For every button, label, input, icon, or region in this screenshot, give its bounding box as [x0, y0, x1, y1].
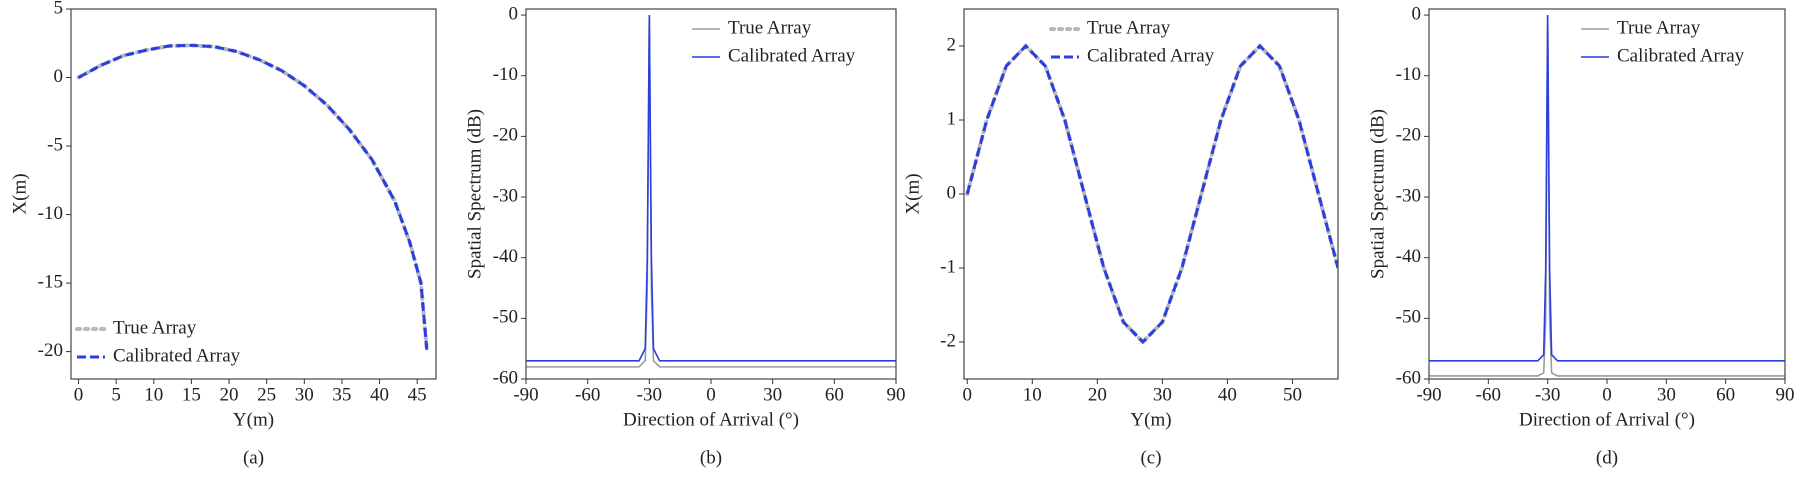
y-tick-label: -5: [47, 134, 63, 155]
series-line: [526, 15, 896, 368]
legend: True Array Calibrated Array: [692, 17, 856, 66]
x-tick-label: 5: [111, 384, 121, 405]
x-tick-label: -30: [637, 384, 662, 405]
axes-frame: [70, 8, 437, 380]
plot-area: [76, 43, 429, 354]
panel-caption: (d): [1596, 447, 1618, 468]
y-tick-label: -15: [38, 271, 63, 292]
legend-label: True Array: [1087, 17, 1171, 38]
plot-area: [1429, 15, 1785, 377]
x-tick-label: 40: [1218, 384, 1237, 405]
x-tick-label: -60: [575, 384, 600, 405]
y-tick-label: 5: [54, 0, 64, 18]
plot-area: [526, 15, 896, 368]
y-axis-label: X(m): [9, 173, 30, 214]
panel: -90 -60 -30 0 30 60 90-60-50-40-30-20-100Direc…: [464, 3, 905, 468]
y-tick-label: -20: [1396, 125, 1421, 146]
x-tick-label: -30: [1535, 384, 1560, 405]
panel: 0 10 20 30 40 50 -2 -1 0 1 2 Y(m) X(m) (c) True Array C…: [902, 8, 1339, 468]
x-tick-label: 90: [887, 384, 906, 405]
y-axis-label: Spatial Spectrum (dB): [464, 109, 485, 279]
x-axis-label: Y(m): [1130, 409, 1171, 430]
x-tick-label: 30: [1153, 384, 1172, 405]
x-axis-label: Direction of Arrival (°): [1519, 409, 1695, 430]
x-tick-label: 0: [74, 384, 84, 405]
x-tick-label: 60: [1716, 384, 1735, 405]
y-tick-label: -30: [1396, 185, 1421, 206]
y-tick-label: -20: [493, 125, 518, 146]
y-tick-label: -1: [940, 256, 956, 277]
panel-caption: (b): [700, 447, 722, 468]
legend-label: Calibrated Array: [1617, 45, 1745, 66]
x-tick-label: -90: [1416, 384, 1441, 405]
x-tick-label: 0: [1602, 384, 1612, 405]
x-tick-label: 20: [1088, 384, 1107, 405]
legend-label: True Array: [113, 317, 197, 338]
legend-label: Calibrated Array: [113, 345, 241, 366]
panel-caption: (a): [243, 447, 264, 468]
y-axis-label: Spatial Spectrum (dB): [1367, 109, 1388, 279]
x-tick-label: 30: [1657, 384, 1676, 405]
x-axis-label: Y(m): [233, 409, 274, 430]
series-line: [1429, 15, 1785, 377]
x-tick-label: 10: [144, 384, 163, 405]
series-line: [76, 43, 429, 354]
y-tick-label: -2: [940, 330, 956, 351]
y-tick-label: 1: [947, 108, 957, 129]
x-tick-label: 10: [1023, 384, 1042, 405]
y-tick-label: -50: [493, 307, 518, 328]
panel: -90 -60 -30 0 30 60 90-60-50-40-30-20-100Direc…: [1367, 3, 1794, 468]
y-tick-label: -10: [493, 64, 518, 85]
y-tick-label: -40: [493, 246, 518, 267]
x-tick-label: 25: [257, 384, 276, 405]
legend: True Array Calibrated Array: [75, 317, 241, 366]
x-tick-label: 35: [332, 384, 351, 405]
y-tick-label: -60: [493, 367, 518, 388]
y-tick-label: 0: [1412, 3, 1422, 24]
x-tick-label: 15: [182, 384, 201, 405]
x-tick-label: -60: [1476, 384, 1501, 405]
x-tick-label: 20: [220, 384, 239, 405]
y-tick-label: -10: [1396, 64, 1421, 85]
y-tick-label: 0: [509, 3, 519, 24]
y-tick-label: -40: [1396, 246, 1421, 267]
y-tick-label: -30: [493, 185, 518, 206]
plot-area: [965, 43, 1338, 345]
x-tick-label: 30: [763, 384, 782, 405]
y-tick-label: -20: [38, 340, 63, 361]
y-tick-label: 0: [54, 66, 64, 87]
x-tick-label: 45: [408, 384, 427, 405]
legend-label: True Array: [1617, 17, 1701, 38]
x-tick-label: 60: [825, 384, 844, 405]
panel-caption: (c): [1140, 447, 1161, 468]
y-tick-label: 2: [947, 34, 957, 55]
x-tick-label: 40: [370, 384, 389, 405]
legend-label: Calibrated Array: [1087, 45, 1215, 66]
x-tick-label: 30: [295, 384, 314, 405]
y-axis-label: X(m): [902, 173, 923, 214]
y-tick-label: -50: [1396, 307, 1421, 328]
y-tick-label: -60: [1396, 367, 1421, 388]
y-tick-label: 0: [947, 182, 957, 203]
legend-label: True Array: [728, 17, 812, 38]
series-line: [965, 43, 1338, 345]
x-tick-label: 90: [1776, 384, 1795, 405]
x-axis-label: Direction of Arrival (°): [623, 409, 799, 430]
series-line: [77, 43, 429, 352]
legend: True Array Calibrated Array: [1049, 17, 1215, 66]
panel: 0 5 10 15 20 25 30 35 40 45 -20 -15 -10 -5 0 5 Y(m) X(m) (…: [9, 0, 437, 468]
series-line: [965, 43, 1338, 345]
x-tick-label: -90: [513, 384, 538, 405]
legend-label: Calibrated Array: [728, 45, 856, 66]
x-tick-label: 0: [706, 384, 716, 405]
legend: True Array Calibrated Array: [1581, 17, 1745, 66]
x-tick-label: 50: [1283, 384, 1302, 405]
series-line: [1429, 15, 1785, 362]
series-line: [526, 15, 896, 362]
x-tick-label: 0: [963, 384, 973, 405]
y-tick-label: -10: [38, 203, 63, 224]
